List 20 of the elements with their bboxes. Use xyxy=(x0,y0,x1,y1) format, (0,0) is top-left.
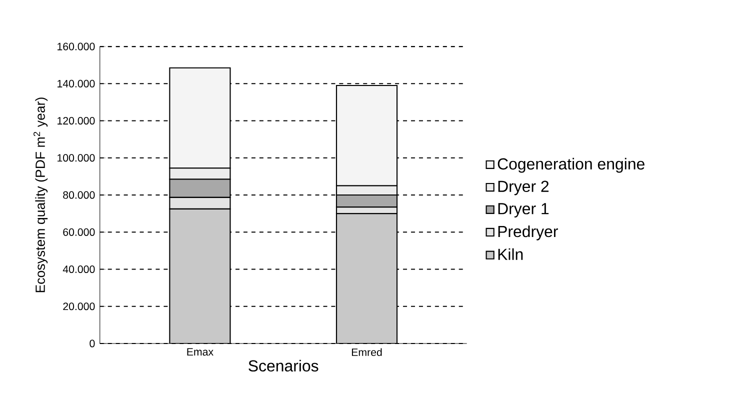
y-tick-label: 0 xyxy=(90,340,95,348)
x-tick-label: Emax xyxy=(187,348,214,356)
y-tick-label: 40.000 xyxy=(62,265,95,273)
x-tick-label: Emred xyxy=(352,348,382,356)
y-tick-label: 20.000 xyxy=(63,302,95,310)
y-tick-label: 160.000 xyxy=(58,42,95,50)
y-tick-label: 80.000 xyxy=(63,191,95,199)
legend-label: Cogeneration engine xyxy=(498,158,644,173)
bar xyxy=(169,208,231,344)
y-axis-title: Ecosystem quality (PDF m$^{2}$ year) xyxy=(34,98,48,292)
y-tick-label: 60.000 xyxy=(63,228,95,236)
legend-label: Kiln xyxy=(498,248,523,260)
y-tick-label: 120.000 xyxy=(58,116,95,124)
x-axis-title: Scenarios xyxy=(248,360,318,372)
legend-label: Dryer 1 xyxy=(498,203,549,218)
legend-label: Predryer xyxy=(498,225,558,240)
y-tick-label: 100.000 xyxy=(58,154,95,162)
y-tick-label: 140.000 xyxy=(58,80,95,88)
legend-label: Dryer 2 xyxy=(498,180,549,196)
bar xyxy=(336,212,398,344)
